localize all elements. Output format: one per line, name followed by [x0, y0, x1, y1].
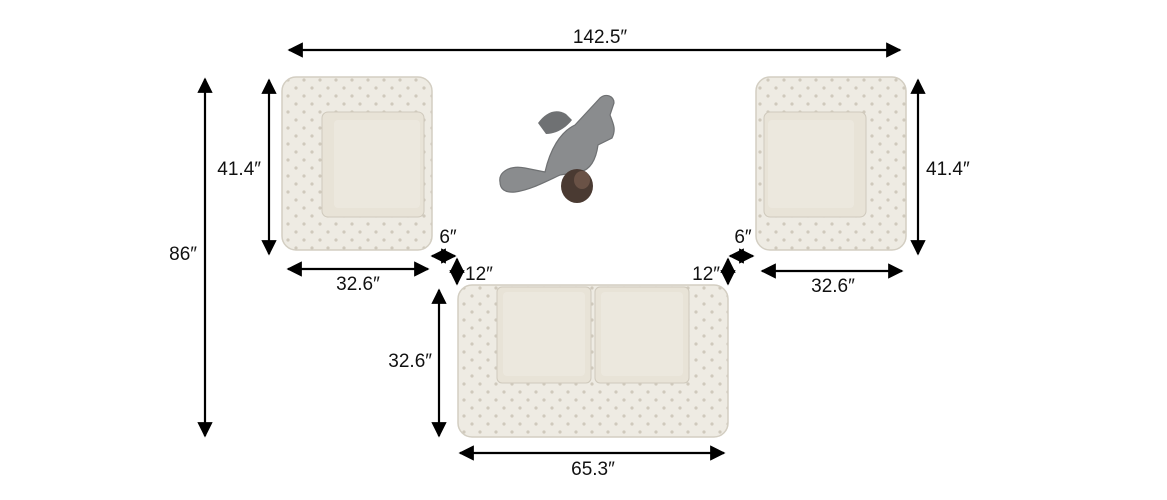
- sofa-depth-dimension: 32.6″: [388, 288, 447, 438]
- overall-depth-label: 86″: [169, 244, 197, 265]
- right-chair-depth-dimension: 41.4″: [910, 78, 970, 256]
- left-gap-horizontal-dimension: 6″: [430, 227, 457, 264]
- left-chair-depth-label: 41.4″: [217, 159, 261, 180]
- left-gap-vertical-label: 12″: [465, 264, 493, 285]
- left-chair-width-dimension: 32.6″: [286, 261, 430, 295]
- sofa-depth-label: 32.6″: [388, 351, 432, 372]
- right-gap-horizontal-label: 6″: [734, 227, 752, 248]
- overall-width-label: 142.5″: [573, 27, 628, 48]
- left-armchair: [281, 76, 433, 251]
- sofa-width-dimension: 65.3″: [458, 445, 726, 480]
- left-chair-width-label: 32.6″: [336, 274, 380, 295]
- right-gap-vertical-dimension: 12″: [692, 257, 736, 286]
- person-top-view: [499, 94, 615, 203]
- right-chair-width-label: 32.6″: [811, 276, 855, 297]
- right-chair-width-dimension: 32.6″: [760, 263, 904, 297]
- left-chair-depth-dimension: 41.4″: [217, 78, 277, 256]
- right-gap-vertical-label: 12″: [692, 264, 720, 285]
- overall-width-dimension: 142.5″: [287, 27, 902, 58]
- right-gap-horizontal-dimension: 6″: [728, 227, 755, 264]
- overall-depth-dimension: 86″: [169, 77, 213, 438]
- right-chair-depth-label: 41.4″: [926, 159, 970, 180]
- right-armchair: [755, 76, 907, 251]
- left-gap-horizontal-label: 6″: [439, 227, 457, 248]
- left-gap-vertical-dimension: 12″: [449, 257, 493, 286]
- sofa-width-label: 65.3″: [571, 459, 615, 480]
- loveseat-sofa: [457, 284, 729, 438]
